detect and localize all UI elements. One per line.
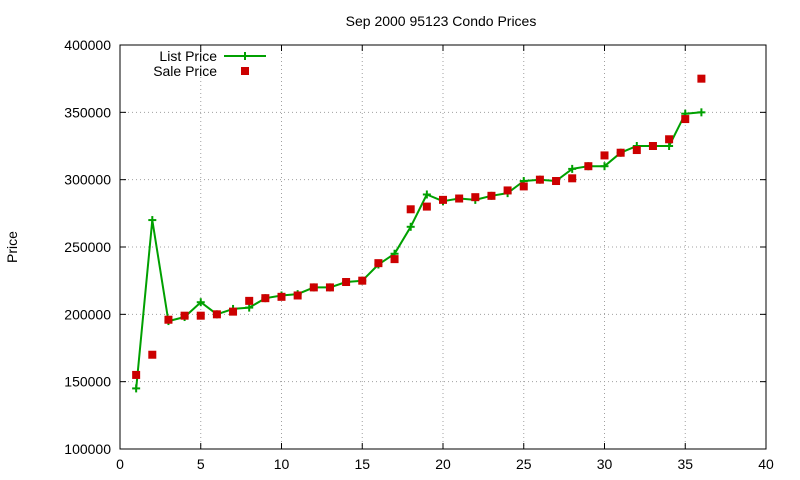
grid: [120, 45, 766, 449]
data-point-sale-price: [665, 135, 674, 144]
series-line-list-price: [135, 111, 702, 389]
data-point-sale-price: [439, 195, 447, 204]
data-point-sale-price: [503, 186, 512, 195]
x-tick-label: 40: [758, 456, 774, 472]
data-point-list-price: [132, 384, 141, 393]
x-tick-label: 25: [516, 456, 532, 472]
y-tick-label: 150000: [64, 374, 111, 390]
plot-frame: [119, 44, 767, 450]
y-tick-label: 400000: [64, 37, 111, 53]
chart-title: Sep 2000 95123 Condo Prices: [346, 13, 537, 29]
legend-marker: [241, 67, 249, 75]
x-tick-label: 15: [354, 456, 370, 472]
data-point-sale-price: [697, 74, 706, 83]
legend-label: Sale Price: [153, 63, 217, 79]
data-point-sale-price: [342, 278, 351, 287]
data-point-sale-price: [519, 182, 528, 191]
data-point-sale-price: [180, 311, 189, 320]
y-axis-label: Price: [4, 231, 20, 263]
data-point-sale-price: [309, 283, 318, 292]
data-point-sale-price: [487, 191, 496, 200]
data-point-sale-price: [568, 174, 577, 183]
x-tick-label: 0: [116, 456, 124, 472]
data-point-sale-price: [261, 294, 270, 303]
data-point-sale-price: [245, 296, 254, 305]
x-tick-label: 20: [435, 456, 451, 472]
data-point-list-price: [196, 298, 205, 307]
data-point-list-price: [406, 222, 415, 231]
data-point-sale-price: [196, 311, 205, 320]
data-point-list-price: [148, 216, 157, 225]
x-tick-label: 30: [597, 456, 613, 472]
data-point-sale-price: [132, 370, 141, 379]
y-tick-label: 100000: [64, 441, 111, 457]
data-point-sale-price: [616, 148, 625, 157]
axes: 100000 150000 200000 250000 300000 350000 4000…: [64, 37, 774, 472]
data-point-sale-price: [535, 175, 544, 184]
data-point-list-price: [600, 162, 609, 171]
y-tick-label: 250000: [64, 239, 111, 255]
data-point-list-price: [568, 164, 577, 173]
data-point-sale-price: [584, 162, 593, 171]
data-point-sale-price: [293, 291, 302, 300]
data-point-sale-price: [374, 259, 383, 268]
data-point-sale-price: [164, 315, 173, 324]
data-point-sale-price: [229, 307, 238, 316]
x-tick-label: 10: [274, 456, 290, 472]
data-point-sale-price: [632, 146, 641, 155]
data-point-sale-price: [455, 194, 464, 203]
data-point-sale-price: [471, 193, 480, 202]
data-point-sale-price: [277, 292, 286, 301]
data-point-list-price: [245, 303, 254, 312]
legend-label: List Price: [159, 48, 217, 64]
data-point-list-price: [422, 190, 431, 199]
legend-marker: [241, 52, 249, 60]
x-tick-label: 35: [677, 456, 693, 472]
data-point-sale-price: [681, 115, 690, 124]
data-point-sale-price: [358, 276, 367, 285]
data-point-sale-price: [422, 202, 431, 211]
y-tick-label: 350000: [64, 104, 111, 120]
data-point-sale-price: [212, 310, 221, 319]
y-tick-label: 200000: [64, 306, 111, 322]
data-point-list-price: [697, 108, 706, 117]
data-point-list-price: [665, 142, 674, 150]
data-point-sale-price: [552, 177, 561, 186]
x-tick-label: 5: [197, 456, 205, 472]
y-tick-label: 300000: [64, 172, 111, 188]
data-point-sale-price: [390, 255, 399, 264]
data-point-sale-price: [325, 283, 334, 292]
data-point-sale-price: [648, 142, 657, 150]
data-point-sale-price: [148, 350, 157, 359]
data-series: [132, 74, 706, 393]
data-point-sale-price: [406, 205, 415, 214]
data-point-sale-price: [600, 151, 609, 160]
